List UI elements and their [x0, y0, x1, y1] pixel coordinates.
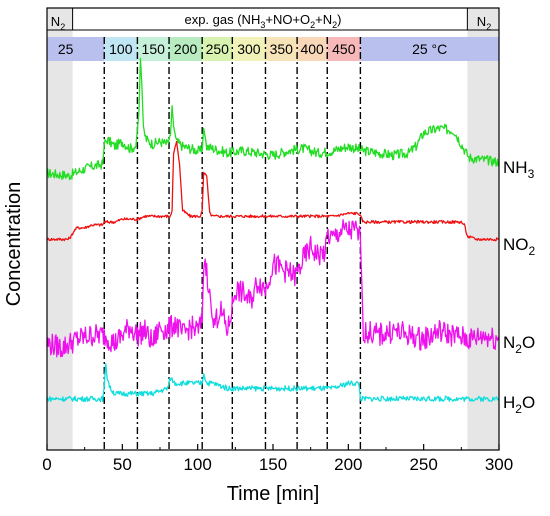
n2-region-0: [47, 8, 73, 450]
temperature-label-1: 100: [109, 41, 133, 57]
temperature-cell-4: [202, 37, 233, 61]
n2-left-label: N2: [51, 14, 65, 32]
series-label-h2o: H2O: [503, 393, 535, 416]
temperature-cell-9: [360, 37, 499, 61]
temperature-cell-2: [137, 37, 170, 61]
temperature-label-4: 250: [206, 41, 230, 57]
x-tick-label-6: 300: [485, 455, 513, 474]
x-tick-label-5: 250: [409, 455, 437, 474]
temperature-label-9: 25 °C: [412, 41, 447, 57]
gas-label: exp. gas (NH3+NO+O2+N2): [184, 12, 341, 30]
temperature-label-6: 350: [270, 41, 294, 57]
n2-right-label: N2: [477, 14, 491, 32]
plot-frame: [46, 7, 500, 451]
series-label-no2: NO2: [503, 235, 536, 258]
temperature-cell-0: [47, 37, 105, 61]
temperature-label-5: 300: [237, 41, 261, 57]
temperature-cell-1: [104, 37, 138, 61]
n2-region-1: [467, 8, 499, 450]
series-layer: NH3 NO2 N2O H2O: [46, 57, 536, 416]
temperature-label-3: 200: [174, 41, 198, 57]
temperature-label-7: 400: [300, 41, 324, 57]
temperature-cell-5: [232, 37, 266, 61]
x-tick-label-4: 200: [334, 455, 362, 474]
temperature-cell-6: [265, 37, 298, 61]
series-line-h2o: [46, 363, 499, 403]
background-layer: [47, 8, 499, 450]
y-axis-title: Concentration: [3, 182, 25, 307]
series-label-nh3: NH3: [503, 158, 535, 181]
series-line-n2o: [46, 219, 500, 358]
x-tick-label-0: 0: [42, 455, 51, 474]
x-tick-label-2: 100: [183, 455, 211, 474]
x-tick-label-3: 150: [259, 455, 287, 474]
temperature-band: 25 100 150 200 250 300 350 400 450 25 °C: [47, 8, 499, 61]
temperature-cell-7: [297, 37, 328, 61]
x-axis-title: Time [min]: [227, 483, 320, 505]
x-tick-label-1: 50: [113, 455, 132, 474]
temperature-label-2: 150: [142, 41, 166, 57]
temperature-cell-3: [169, 37, 203, 61]
series-label-n2o: N2O: [503, 333, 535, 356]
series-line-nh3: [46, 57, 500, 181]
series-line-no2: [46, 140, 500, 242]
temperature-cell-8: [327, 37, 361, 61]
axes: 0 50 100 150 200 250 300: [42, 7, 513, 474]
temperature-label-8: 450: [332, 41, 356, 57]
temperature-label-0: 25: [58, 41, 74, 57]
